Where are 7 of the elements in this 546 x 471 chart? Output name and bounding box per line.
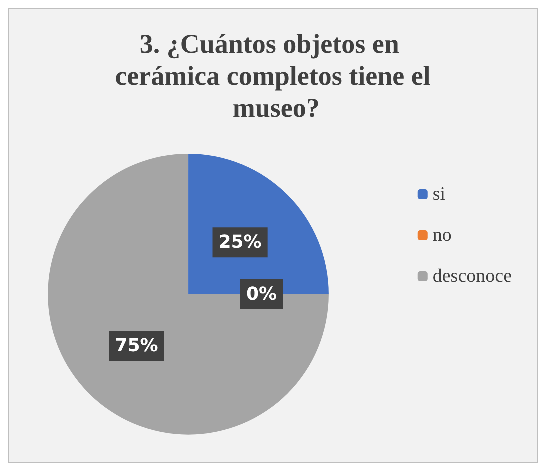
chart-title: 3. ¿Cuántos objetos en cerámica completos tiene el museo? [115,29,432,123]
legend-label: si [432,184,446,205]
legend-label: no [432,225,452,246]
data-label: 75% [115,336,158,357]
text: 0% [246,284,278,305]
legend-label: desconoce [432,266,512,287]
data-label: 25% [218,232,262,254]
